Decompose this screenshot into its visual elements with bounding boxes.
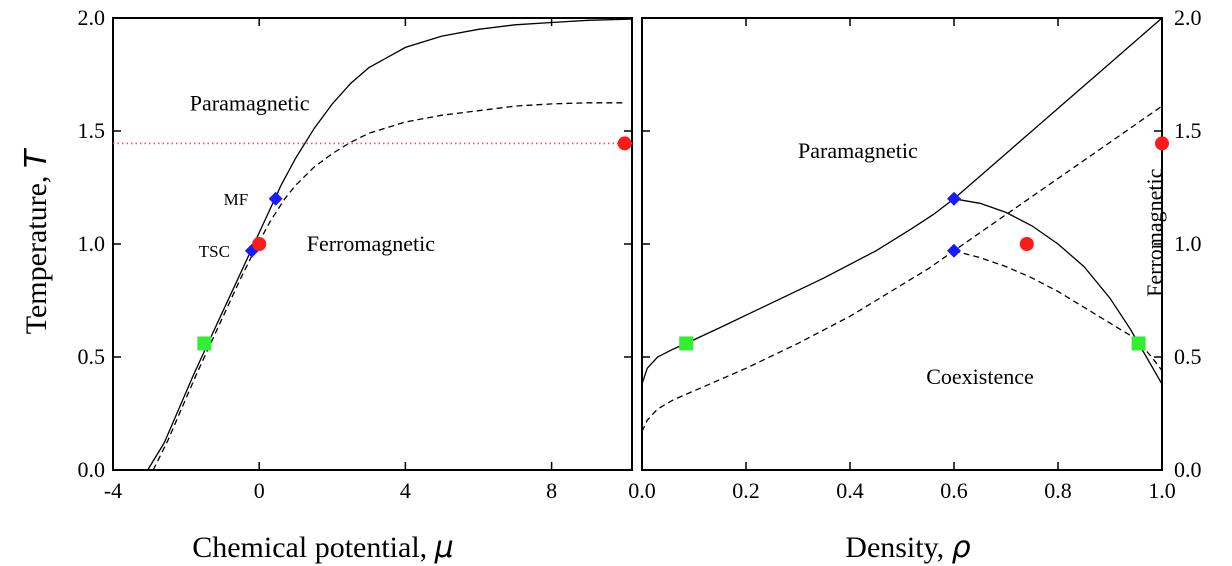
x-tick-label: 0.8: [1044, 478, 1072, 503]
y-tick-label: 1.5: [78, 118, 106, 143]
y-tick-label: 0.0: [1174, 457, 1202, 482]
y-tick-label: 2.0: [78, 5, 106, 30]
diamond-marker: [268, 191, 283, 206]
square-marker: [1131, 336, 1146, 351]
y-tick-label: 0.0: [78, 457, 106, 482]
point-annotation: MF: [224, 190, 249, 209]
circle-marker: [252, 237, 267, 251]
x-tick-label: 0: [254, 478, 265, 503]
circle-marker: [617, 136, 632, 151]
y-tick-label: 1.0: [78, 231, 106, 256]
y-tick-label: 2.0: [1174, 5, 1202, 30]
chemical-potential-panel: -4 0 4 8 0.0 0.5 1.0 1.5 2.0 Paramagnetic Ferromag…: [78, 5, 633, 503]
y-tick-label: 1.5: [1174, 118, 1202, 143]
x-tick-label: 0.2: [732, 478, 760, 503]
series-group: [113, 18, 632, 470]
circle-marker: [1155, 136, 1169, 151]
solid-series-line: [147, 18, 632, 470]
x-tick-label: 0.4: [836, 478, 864, 503]
diamond-marker: [947, 191, 961, 206]
right-x-axis-title: Density, ρ: [845, 530, 970, 565]
region-label: Paramagnetic: [190, 91, 310, 116]
left-x-axis-title: Chemical potential, μ: [192, 530, 454, 565]
series-group: [642, 18, 1162, 432]
y-tick-label: 0.5: [1174, 344, 1202, 369]
solid-series-line: [953, 198, 1162, 385]
x-tick-label: 4: [400, 478, 411, 503]
solid-series-line: [642, 18, 1162, 385]
x-tick-label: 1.0: [1148, 478, 1176, 503]
region-label: Paramagnetic: [798, 138, 918, 163]
region-label: Ferromagnetic: [307, 231, 436, 256]
y-tick-label: 1.0: [1174, 231, 1202, 256]
y-axis-title: Temperature, T: [19, 147, 54, 334]
region-label: Ferromagnetic: [1142, 168, 1167, 297]
y-tick-label: 0.5: [78, 344, 106, 369]
diamond-marker: [947, 243, 961, 258]
x-tick-label: -4: [104, 478, 122, 503]
square-marker: [679, 336, 694, 351]
square-marker: [197, 336, 212, 351]
point-annotation: TSC: [199, 242, 230, 261]
dashed-series-line: [642, 105, 1162, 432]
x-tick-label: 0.6: [940, 478, 968, 503]
dashed-series-line: [152, 102, 625, 470]
x-tick-label: 0.0: [628, 478, 656, 503]
region-label: Coexistence: [926, 364, 1034, 389]
dashed-series-line: [953, 250, 1162, 371]
density-panel: 0.0 0.2 0.4 0.6 0.8 1.00.00.51.01.52.0Paramag…: [628, 5, 1201, 503]
circle-marker: [1019, 237, 1034, 251]
x-tick-label: 8: [546, 478, 557, 503]
